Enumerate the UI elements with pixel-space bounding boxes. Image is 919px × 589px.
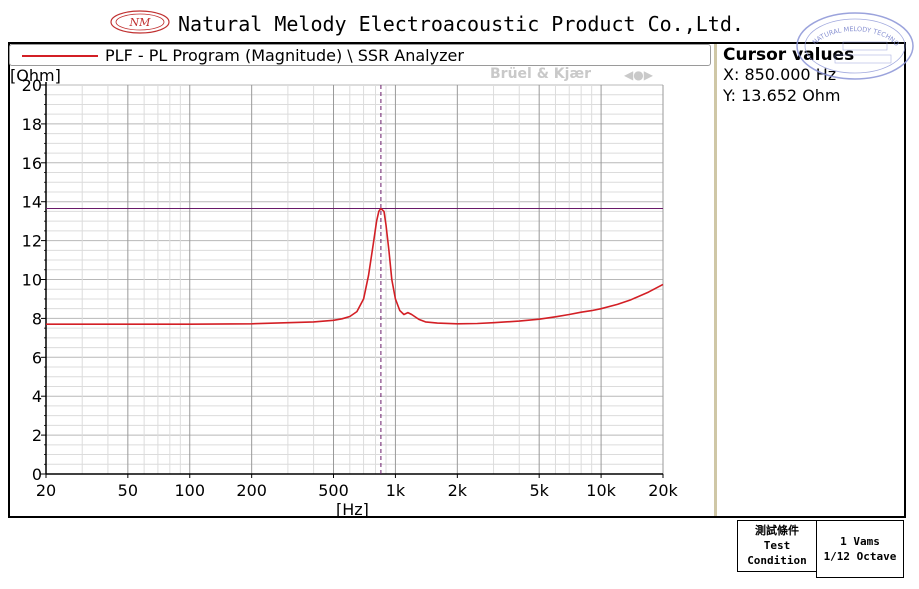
x-tick-label: 200: [236, 481, 267, 500]
y-tick-label: 4: [32, 387, 42, 406]
x-axis-label: [Hz]: [336, 500, 369, 519]
legend: PLF - PL Program (Magnitude) \ SSR Analy…: [9, 44, 711, 66]
brand-watermark: Brüel & Kjær: [490, 66, 592, 82]
x-tick-label: 100: [174, 481, 205, 500]
y-tick-label: 8: [32, 309, 42, 328]
y-tick-label: 16: [22, 154, 42, 173]
condition-label-en-2: Condition: [747, 554, 807, 567]
condition-label-en-1: Test: [763, 539, 791, 552]
company-logo: NM: [110, 10, 170, 34]
logo-text: NM: [129, 16, 152, 29]
test-condition-label: 測試條件 Test Condition: [737, 520, 817, 572]
condition-value-1: 1 Vams: [840, 535, 880, 548]
condition-value-2: 1/12 Octave: [823, 550, 897, 563]
series-line-0: [46, 207, 664, 326]
condition-label-cn: 測試條件: [755, 524, 799, 537]
y-tick-label: 2: [32, 426, 42, 445]
y-tick-label: 10: [22, 271, 42, 290]
x-tick-label: 500: [318, 481, 349, 500]
x-tick-label: 1k: [386, 481, 406, 500]
panel-divider[interactable]: [714, 44, 717, 516]
y-tick-label: 12: [22, 232, 42, 251]
page-title: Natural Melody Electroacoustic Product C…: [178, 12, 744, 36]
cursor-y-value: Y: 13.652 Ohm: [723, 86, 841, 105]
x-tick-label: 5k: [529, 481, 549, 500]
x-tick-label: 50: [118, 481, 138, 500]
y-tick-label: 18: [22, 115, 42, 134]
cursor-values-title: Cursor values: [723, 45, 855, 65]
legend-swatch: [22, 55, 98, 57]
x-tick-label: 2k: [448, 481, 468, 500]
cursor-x-value: X: 850.000 Hz: [723, 65, 837, 84]
legend-label: PLF - PL Program (Magnitude) \ SSR Analy…: [105, 46, 464, 65]
brand-mark-icon: ◀●▶: [624, 68, 653, 82]
x-tick-label: 20k: [648, 481, 678, 500]
y-axis-label: [Ohm]: [10, 66, 61, 85]
x-tick-label: 20: [36, 481, 56, 500]
y-tick-label: 14: [22, 193, 42, 212]
y-tick-label: 0: [32, 465, 42, 484]
test-condition-values: 1 Vams 1/12 Octave: [816, 520, 904, 578]
y-tick-label: 6: [32, 348, 42, 367]
x-tick-label: 10k: [586, 481, 616, 500]
y-tick-label: 20: [22, 76, 42, 95]
company-stamp: NATURAL MELODY TECHNOLOGY INC.: [795, 10, 914, 80]
